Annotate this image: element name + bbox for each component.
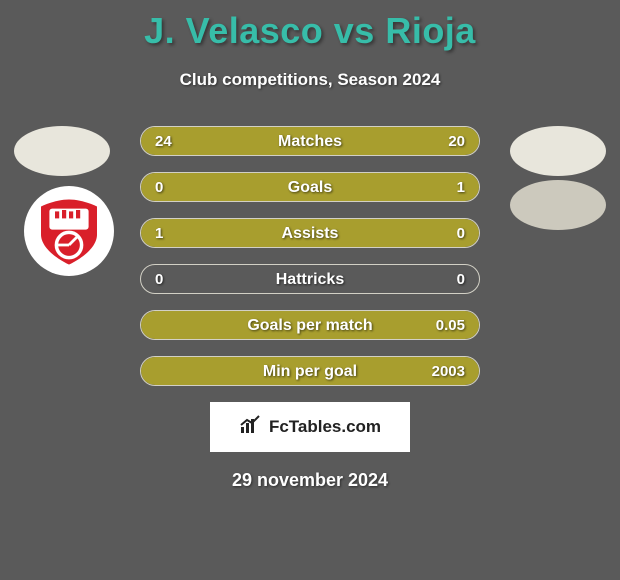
- stat-value-right: 0.05: [436, 311, 465, 340]
- stat-row: Goals per match0.05: [140, 310, 480, 340]
- stat-value-right: 1: [457, 173, 465, 202]
- stat-value-left: 0: [155, 265, 163, 294]
- stat-value-right: 0: [457, 265, 465, 294]
- stat-value-right: 0: [457, 219, 465, 248]
- page-title: J. Velasco vs Rioja: [0, 0, 620, 52]
- stat-label: Matches: [141, 127, 479, 156]
- stat-bars: Matches2420Goals01Assists10Hattricks00Go…: [140, 126, 480, 386]
- stat-row: Assists1 0: [140, 218, 480, 248]
- comparison-panel: Matches2420Goals01Assists10Hattricks00Go…: [0, 126, 620, 491]
- stat-value-right: 2003: [432, 357, 465, 386]
- stat-row: Min per goal2003: [140, 356, 480, 386]
- brand-box[interactable]: FcTables.com: [210, 402, 410, 452]
- stat-row: Matches24 20: [140, 126, 480, 156]
- stat-label: Assists: [141, 219, 479, 248]
- date-text: 29 november 2024: [0, 470, 620, 491]
- club-left-badge: [24, 186, 114, 276]
- stat-value-right: 20: [448, 127, 465, 156]
- player-left-avatar: [14, 126, 110, 176]
- stat-label: Goals per match: [141, 311, 479, 340]
- stat-label: Hattricks: [141, 265, 479, 294]
- brand-text: FcTables.com: [269, 417, 381, 437]
- stat-value-left: 0: [155, 173, 163, 202]
- brand-chart-icon: [239, 415, 263, 440]
- club-crest-icon: [34, 196, 104, 266]
- club-right-avatar: [510, 180, 606, 230]
- stat-row: Hattricks0 0: [140, 264, 480, 294]
- stat-label: Min per goal: [141, 357, 479, 386]
- stat-value-left: 1: [155, 219, 163, 248]
- player-right-avatar: [510, 126, 606, 176]
- stat-value-left: 24: [155, 127, 172, 156]
- stat-row: Goals0 1: [140, 172, 480, 202]
- stat-label: Goals: [141, 173, 479, 202]
- subtitle: Club competitions, Season 2024: [0, 70, 620, 90]
